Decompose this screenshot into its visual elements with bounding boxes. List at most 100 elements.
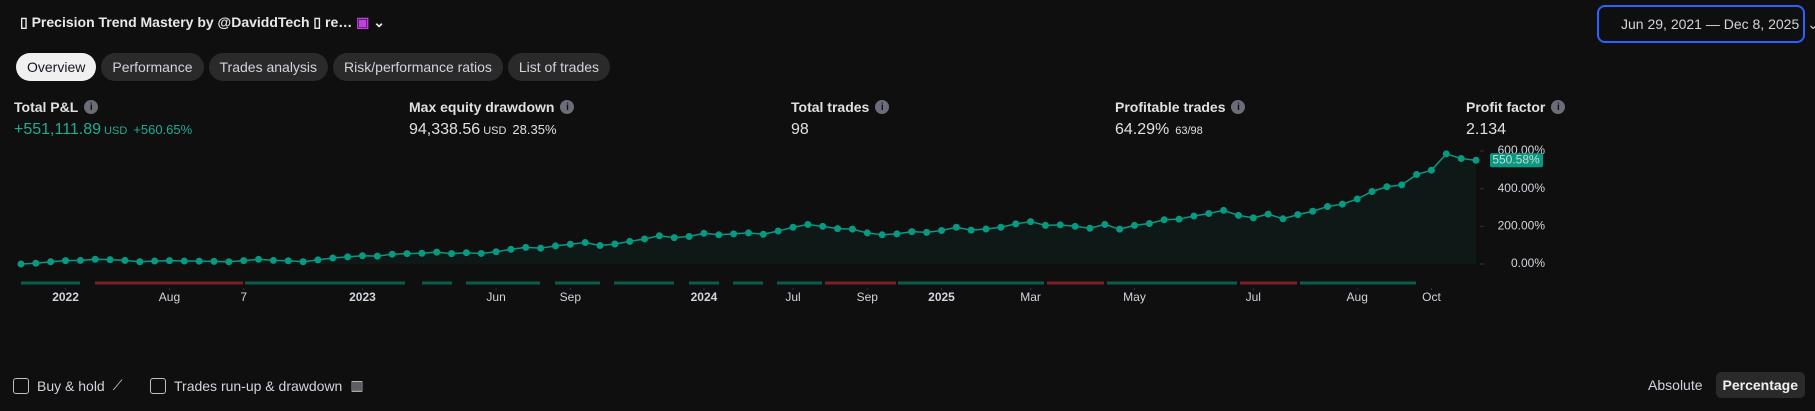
info-icon: i xyxy=(560,100,575,114)
point xyxy=(462,249,470,257)
point xyxy=(923,228,931,236)
metric-label-text: Total trades xyxy=(791,99,870,115)
value: 94,338.56 xyxy=(409,121,481,138)
point xyxy=(255,255,263,263)
point xyxy=(1027,218,1035,226)
point xyxy=(715,231,723,239)
x-tick-label: 7 xyxy=(240,290,247,304)
metric-label-text: Profitable trades xyxy=(1115,99,1226,115)
point xyxy=(180,257,188,265)
point xyxy=(759,230,767,238)
metric-label: Total P&L i xyxy=(14,99,192,115)
view-switch: Absolute Percentage xyxy=(1641,372,1805,398)
point xyxy=(1249,214,1257,222)
value: 64.29% xyxy=(1115,121,1170,138)
metric-label-text: Profit factor xyxy=(1466,99,1546,115)
x-tick-label: 2023 xyxy=(349,290,376,304)
title-text: ▯ Precision Trend Mastery by @DaviddTech… xyxy=(20,14,353,30)
point xyxy=(566,240,574,248)
tab[interactable]: Overview xyxy=(16,53,97,81)
strategy-title[interactable]: ▯ Precision Trend Mastery by @DaviddTech… xyxy=(20,14,385,31)
view-mode[interactable]: Percentage xyxy=(1715,372,1805,398)
point xyxy=(47,258,55,266)
point xyxy=(269,256,277,264)
x-tick-label: Jul xyxy=(1246,290,1261,304)
point xyxy=(596,242,604,250)
x-tick-label: Oct xyxy=(1422,290,1441,304)
point xyxy=(1264,210,1272,218)
tab[interactable]: Risk/performance ratios xyxy=(333,53,503,81)
icon: ▣ xyxy=(356,14,370,30)
extra: 28.35% xyxy=(512,122,557,137)
point xyxy=(1116,225,1124,233)
x-tick-label: Aug xyxy=(159,290,180,304)
point xyxy=(789,223,797,231)
info-icon: i xyxy=(1551,100,1566,114)
point xyxy=(893,230,901,238)
point xyxy=(76,256,84,264)
point xyxy=(1338,200,1346,208)
last-value-label: 550.58% xyxy=(1492,152,1540,166)
point xyxy=(62,257,70,265)
point xyxy=(1294,211,1302,219)
point xyxy=(804,220,812,228)
point xyxy=(1101,220,1109,228)
point xyxy=(1368,187,1376,195)
point xyxy=(1324,203,1332,211)
point xyxy=(685,233,693,241)
option-label: Buy & hold xyxy=(37,377,105,394)
chevron: ⌄ xyxy=(373,14,385,30)
metric-label: Profitable trades i xyxy=(1115,99,1246,115)
point xyxy=(17,260,25,268)
point xyxy=(655,232,663,240)
metric-value: 2.134 xyxy=(1466,121,1565,139)
x-tick-label: Aug xyxy=(1347,290,1368,304)
point xyxy=(1041,221,1049,229)
tab[interactable]: List of trades xyxy=(507,53,611,81)
point xyxy=(121,256,129,264)
point xyxy=(388,250,396,258)
tab[interactable]: Trades analysis xyxy=(208,53,329,81)
point xyxy=(1442,150,1450,158)
tab[interactable]: Performance xyxy=(101,53,204,81)
point xyxy=(1131,221,1139,229)
y-tick-label: 0.00% xyxy=(1511,256,1545,270)
point xyxy=(32,259,40,267)
point xyxy=(1427,166,1435,174)
unit: USD xyxy=(483,125,507,137)
buy-hold-option[interactable]: Buy & hold ⟋ xyxy=(13,377,123,394)
metric-label: Total trades i xyxy=(791,99,890,115)
x-tick-label: Jun xyxy=(486,290,505,304)
point xyxy=(314,256,322,264)
metric: Profit factor i 2.134 xyxy=(1466,99,1566,139)
point xyxy=(863,229,871,237)
point xyxy=(240,257,248,265)
point xyxy=(373,252,381,260)
x-tick-label: Sep xyxy=(560,290,582,304)
value: 2.134 xyxy=(1466,121,1507,138)
extra: +560.65% xyxy=(133,122,193,137)
metric-label: Max equity drawdown i xyxy=(409,99,575,115)
point xyxy=(1071,222,1079,230)
point xyxy=(878,231,886,239)
date-range-button[interactable]: Jun 29, 2021 — Dec 8, 2025 ⌄ xyxy=(1597,5,1815,43)
point xyxy=(938,226,946,234)
point xyxy=(418,249,426,257)
point xyxy=(1398,181,1406,189)
point xyxy=(1145,220,1153,228)
point xyxy=(834,225,842,233)
y-tick-label: 200.00% xyxy=(1498,219,1546,233)
point xyxy=(982,225,990,233)
point xyxy=(477,249,485,257)
metric-value: 98 xyxy=(791,121,889,139)
value: +551,111.89 xyxy=(14,121,102,138)
extra: 63/98 xyxy=(1175,125,1203,137)
metric: Total P&L i +551,111.89 USD +560.65% xyxy=(14,99,192,139)
point xyxy=(433,248,441,256)
view-mode[interactable]: Absolute xyxy=(1648,377,1703,393)
runup-option[interactable]: Trades run-up & drawdown ▥ xyxy=(150,377,364,394)
metric-value: 64.29% 63/98 xyxy=(1115,121,1245,139)
point xyxy=(1012,220,1020,228)
point xyxy=(908,228,916,236)
